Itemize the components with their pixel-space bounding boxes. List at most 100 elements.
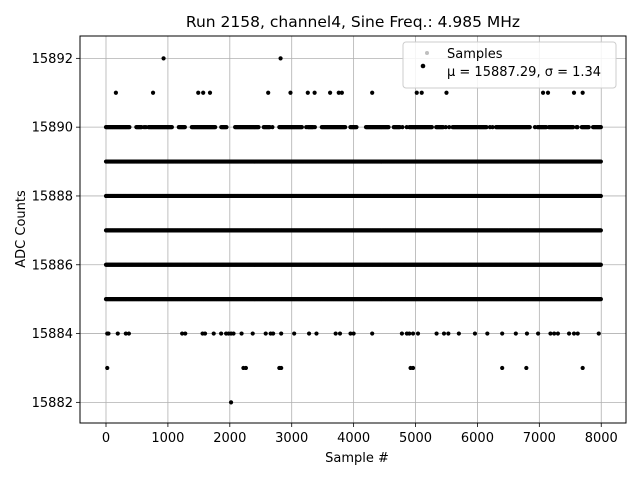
data-point [370,90,375,95]
data-point [586,125,591,130]
data-point [571,90,577,95]
data-point [490,125,495,130]
data-point [150,90,156,95]
data-point [370,331,375,336]
x-tick-label: 3000 [275,431,308,446]
data-point [196,90,201,95]
data-point [314,331,319,336]
y-tick-label: 15888 [32,189,73,204]
data-point [231,331,236,336]
data-point [415,331,421,336]
data-point [219,331,224,336]
legend-label-stats: μ = 15887.29, σ = 1.34 [447,65,601,80]
data-point [571,331,577,336]
data-point [343,125,348,130]
data-point [126,331,131,336]
x-tick-label: 7000 [523,431,556,446]
data-point [500,365,505,371]
data-point [213,125,218,130]
data-point [575,331,580,336]
data-point [266,90,271,95]
data-point [410,365,416,371]
x-axis-title: Sample # [325,451,389,466]
data-point [598,193,603,199]
data-point [540,90,546,95]
x-tick-label: 4000 [337,431,370,446]
data-point [485,331,490,336]
legend-label-samples: Samples [447,47,503,62]
data-point [299,125,304,130]
data-point [419,90,424,95]
data-point [337,331,343,336]
x-tick-label: 2000 [213,431,246,446]
data-point [500,331,505,336]
data-point [288,90,293,95]
data-point [224,125,229,130]
data-point [524,365,529,371]
data-point [211,331,216,336]
chart-title: Run 2158, channel4, Sine Freq.: 4.985 MH… [186,13,520,31]
data-point [580,365,585,371]
x-tick-label: 0 [102,431,110,446]
data-point [407,331,412,336]
legend-marker-samples [425,51,429,55]
data-point [354,125,359,130]
y-tick-label: 15892 [32,52,73,67]
data-point [105,365,110,371]
data-point [207,90,213,95]
data-point [399,331,404,336]
data-point [270,125,275,130]
legend-marker-stats [420,63,426,69]
data-point [598,297,603,302]
data-point [598,262,603,267]
data-point [328,90,333,95]
data-point [598,228,603,233]
data-point [312,90,317,95]
data-point [263,331,268,336]
data-point [271,331,276,336]
data-point [239,331,244,336]
data-point [386,125,391,130]
data-point [113,90,118,95]
data-point [598,159,603,164]
data-point [444,90,449,95]
data-point [400,125,405,130]
y-tick-label: 15886 [32,258,73,273]
data-point [527,125,532,130]
data-point [548,331,553,336]
data-point [201,90,206,95]
data-point [312,125,317,130]
data-point [333,331,338,336]
data-point [348,331,353,336]
data-point [524,331,530,336]
data-point [575,125,580,130]
data-point [441,331,447,336]
data-point [202,331,208,336]
x-tick-label: 6000 [461,431,494,446]
data-point [115,331,120,336]
data-point [250,331,255,336]
data-point [555,331,561,336]
data-point [106,331,111,336]
data-point [169,125,174,130]
data-point [571,125,576,130]
data-point [410,331,416,336]
axis-ticks: 0 1000 2000 3000 4000 5000 6000 7000 8000 15882 15… [32,52,618,446]
legend: Samples μ = 15887.29, σ = 1.34 [402,41,617,89]
data-point [127,125,132,130]
y-tick-label: 15890 [32,121,73,136]
data-point [336,90,341,95]
x-tick-label: 8000 [585,431,618,446]
data-points [103,56,603,405]
data-point [228,400,234,405]
data-point [484,125,489,130]
data-point [161,56,166,61]
data-point [443,125,448,130]
data-point [183,331,188,336]
legend-box [402,41,617,89]
data-point [414,90,419,95]
data-point [339,90,344,95]
data-point [447,125,452,130]
data-point [306,331,312,336]
data-point [596,331,601,336]
